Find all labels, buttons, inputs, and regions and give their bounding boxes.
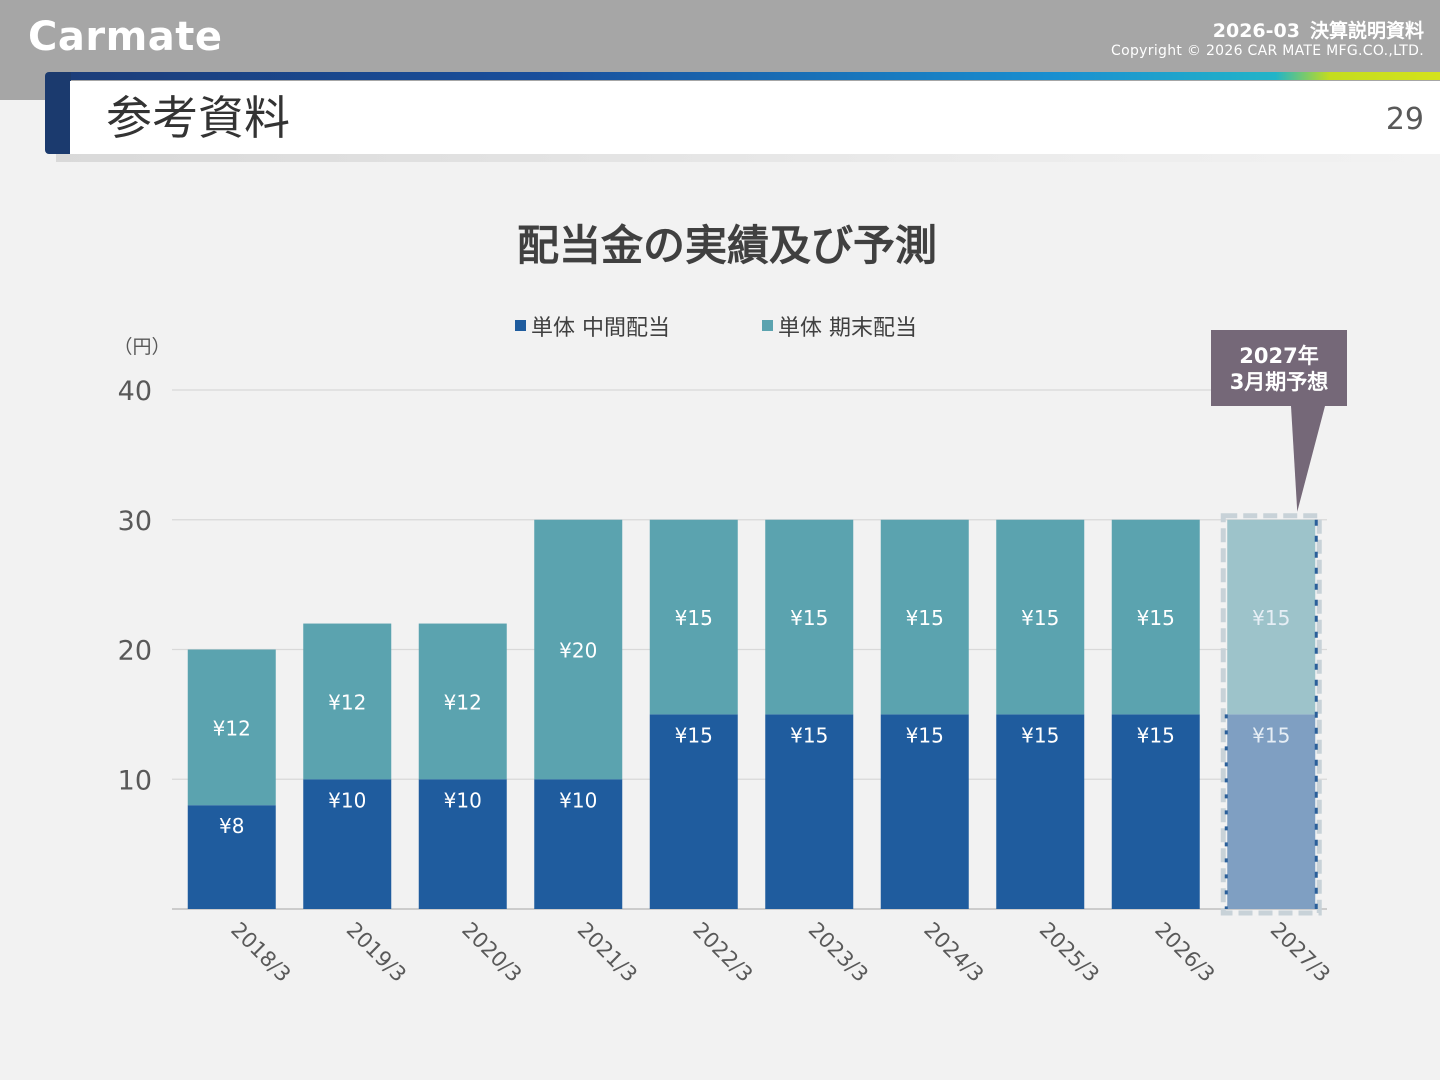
bar-interim-2020-3 bbox=[418, 779, 507, 909]
y-tick-label: 30 bbox=[118, 506, 152, 537]
slide-title: 参考資料 bbox=[106, 91, 290, 145]
y-axis-unit: （円） bbox=[113, 336, 170, 358]
slide-title-box bbox=[70, 81, 1440, 154]
y-tick-label: 40 bbox=[118, 376, 152, 407]
y-tick-label: 20 bbox=[118, 636, 152, 667]
x-tick-label: 2020/3 bbox=[457, 918, 526, 987]
x-tick-label: 2027/3 bbox=[1266, 918, 1335, 987]
x-tick-label: 2019/3 bbox=[342, 918, 411, 987]
bar-year-end-2026-3 bbox=[1111, 519, 1200, 715]
forecast-callout-text: 2027年 bbox=[1239, 344, 1318, 368]
data-label: ¥15 bbox=[675, 723, 713, 747]
forecast-callout-pointer bbox=[1291, 406, 1325, 512]
data-label: ¥8 bbox=[219, 814, 244, 838]
legend-label-2: 単体 期末配当 bbox=[778, 316, 917, 341]
x-tick-label: 2026/3 bbox=[1150, 918, 1219, 987]
header-title-line: 2026-03 決算説明資料 bbox=[1111, 20, 1424, 42]
bar-interim-2018-3 bbox=[187, 805, 276, 909]
title-accent-bar bbox=[45, 72, 71, 154]
data-label: ¥15 bbox=[1021, 723, 1059, 747]
title-shadow bbox=[56, 154, 1440, 162]
x-tick-label: 2021/3 bbox=[573, 918, 642, 987]
data-label: ¥15 bbox=[1252, 723, 1290, 747]
legend-swatch-1 bbox=[515, 320, 526, 331]
bar-interim-2019-3 bbox=[303, 779, 392, 909]
bar-interim-2026-3 bbox=[1111, 714, 1200, 909]
data-label: ¥15 bbox=[1252, 606, 1290, 630]
data-label: ¥20 bbox=[559, 639, 597, 663]
x-tick-label: 2018/3 bbox=[226, 918, 295, 987]
bar-year-end-2022-3 bbox=[649, 519, 738, 715]
data-label: ¥12 bbox=[328, 690, 366, 714]
chart-title: 配当金の実績及び予測 bbox=[517, 221, 937, 270]
data-label: ¥15 bbox=[790, 723, 828, 747]
bar-interim-2027-3 bbox=[1227, 714, 1316, 909]
brand-logo: Carmate bbox=[28, 14, 223, 60]
bar-year-end-2020-3 bbox=[418, 623, 507, 780]
data-label: ¥10 bbox=[559, 788, 597, 812]
forecast-frame bbox=[1220, 513, 1322, 916]
bar-year-end-2023-3 bbox=[765, 519, 854, 715]
x-tick-label: 2023/3 bbox=[804, 918, 873, 987]
header-doc-title: 決算説明資料 bbox=[1309, 20, 1424, 42]
bar-interim-2023-3 bbox=[765, 714, 854, 909]
bar-year-end-2021-3 bbox=[534, 519, 623, 780]
data-label: ¥12 bbox=[444, 690, 482, 714]
forecast-callout-text: 3月期予想 bbox=[1230, 370, 1329, 394]
data-label: ¥15 bbox=[1021, 606, 1059, 630]
data-label: ¥10 bbox=[444, 788, 482, 812]
bar-interim-2025-3 bbox=[996, 714, 1085, 909]
data-label: ¥15 bbox=[1137, 723, 1175, 747]
x-tick-label: 2024/3 bbox=[919, 918, 988, 987]
header-gradient-line bbox=[70, 72, 1440, 80]
bar-interim-2024-3 bbox=[880, 714, 969, 909]
data-label: ¥15 bbox=[906, 606, 944, 630]
bar-year-end-2019-3 bbox=[303, 623, 392, 780]
x-tick-label: 2022/3 bbox=[688, 918, 757, 987]
y-tick-label: 10 bbox=[118, 765, 152, 796]
bar-year-end-2025-3 bbox=[996, 519, 1085, 715]
data-label: ¥12 bbox=[213, 716, 251, 740]
data-label: ¥15 bbox=[790, 606, 828, 630]
data-label: ¥10 bbox=[328, 788, 366, 812]
x-tick-label: 2025/3 bbox=[1035, 918, 1104, 987]
bar-interim-2022-3 bbox=[649, 714, 738, 909]
header-info: 2026-03 決算説明資料 Copyright © 2026 CAR MATE … bbox=[1111, 20, 1424, 60]
bar-interim-2021-3 bbox=[534, 779, 623, 909]
data-label: ¥15 bbox=[1137, 606, 1175, 630]
page-number: 29 bbox=[1385, 102, 1424, 137]
legend-swatch-2 bbox=[762, 320, 773, 331]
header-period: 2026-03 bbox=[1212, 20, 1300, 42]
bar-year-end-2018-3 bbox=[187, 649, 276, 806]
header-copyright: Copyright © 2026 CAR MATE MFG.CO.,LTD. bbox=[1111, 43, 1424, 59]
data-label: ¥15 bbox=[675, 606, 713, 630]
data-label: ¥15 bbox=[906, 723, 944, 747]
bar-year-end-2027-3 bbox=[1227, 519, 1316, 715]
legend-label-1: 単体 中間配当 bbox=[531, 316, 670, 341]
bar-year-end-2024-3 bbox=[880, 519, 969, 715]
forecast-callout-box bbox=[1211, 330, 1347, 406]
